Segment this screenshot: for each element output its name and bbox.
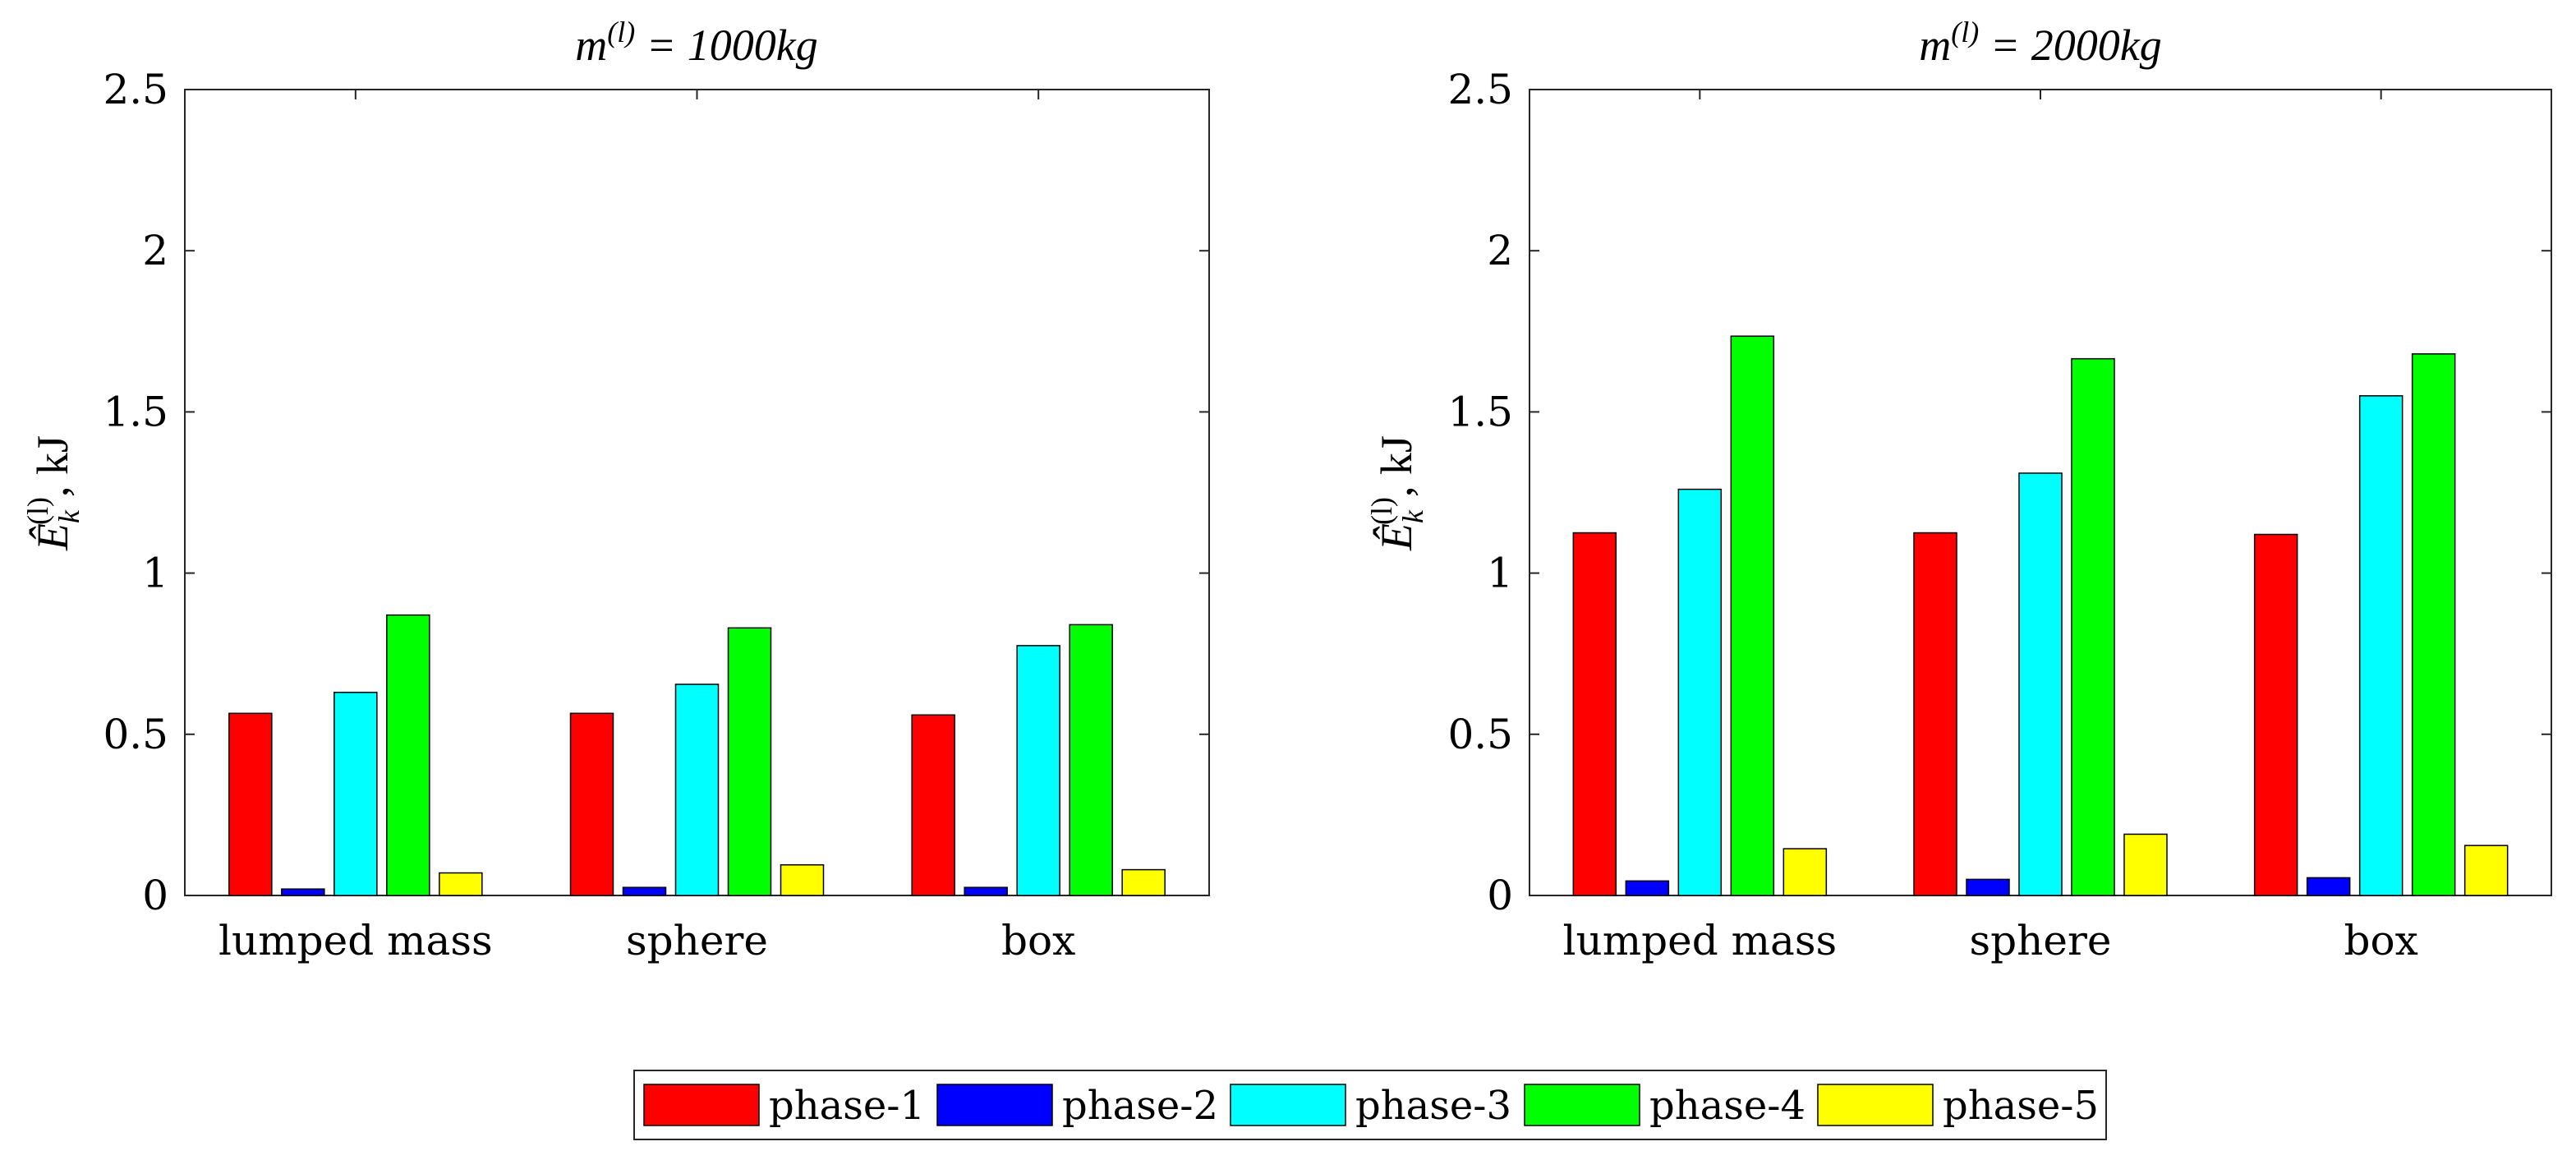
bar-phase-4-lumped-mass [386,614,430,896]
bar-phase-1-sphere [569,712,614,896]
bar-phase-5-box [1121,868,1166,896]
x-tick-label: box [2344,917,2418,964]
bar-phase-1-lumped-mass [1572,532,1617,896]
y-tick-label: 2 [142,227,168,274]
y-tick-label: 1.5 [1447,388,1513,435]
bar-phase-2-box [964,886,1008,896]
y-tick-label: 0 [1487,872,1513,919]
legend: phase-1 phase-2 phase-3 phase-4 phase-5 [633,1070,2107,1140]
chart-title: m(l) = 2000kg [1919,16,2161,70]
y-tick-label: 2.5 [103,66,168,113]
bar-phase-3-box [2358,395,2404,896]
bar-phase-5-box [2463,845,2509,896]
y-tick-label: 1 [142,550,168,597]
bar-phase-2-box [2306,877,2351,896]
y-axis-label: Êk(l), kJ [21,435,85,551]
x-tick-label: lumped mass [1563,917,1838,964]
x-tick-label: sphere [626,917,768,964]
chart-title: m(l) = 1000kg [575,16,817,70]
x-ticks: lumped mass sphere box [218,90,1075,964]
legend-label-phase-3: phase-3 [1355,1083,1511,1129]
x-ticks: lumped mass sphere box [1563,90,2418,964]
x-tick-label: box [1001,917,1075,964]
y-ticks: 0 0.5 1 1.5 2 2.5 [103,66,1209,919]
bar-phase-5-lumped-mass [1782,848,1828,896]
bar-phase-1-sphere [1913,532,1957,896]
bar-phase-4-sphere [2071,357,2115,896]
y-tick-label: 0 [142,872,168,919]
bar-phase-2-sphere [622,886,667,896]
bar-phase-2-lumped-mass [1625,880,1670,896]
y-tick-label: 0.5 [103,711,168,758]
bar-phase-3-lumped-mass [1677,488,1723,896]
bar-phase-3-sphere [2018,472,2063,896]
bar-phase-3-lumped-mass [334,692,378,896]
legend-swatch-phase-1 [643,1084,760,1126]
bar-phase-1-box [911,714,955,896]
chart-left: m(l) = 1000kg Êk(l), kJ 0 0.5 1 1.5 2 2.5 lum… [21,16,1210,964]
bar-phase-3-box [1016,645,1060,896]
legend-swatch-phase-4 [1524,1084,1640,1126]
bar-phase-2-lumped-mass [281,888,325,896]
bar-phase-1-box [2253,533,2298,896]
bar-phase-5-lumped-mass [439,872,483,896]
bars [1572,335,2509,896]
bar-phase-4-lumped-mass [1730,335,1775,896]
legend-label-phase-4: phase-4 [1649,1083,1806,1129]
y-tick-label: 2.5 [1447,66,1513,113]
y-tick-label: 1.5 [103,388,168,435]
bar-phase-4-box [1069,624,1113,896]
y-tick-label: 1 [1487,550,1513,597]
bar-phase-1-lumped-mass [228,712,273,896]
y-ticks: 0 0.5 1 1.5 2 2.5 [1447,66,2551,919]
bar-phase-2-sphere [1966,878,2010,896]
legend-label-phase-1: phase-1 [769,1083,925,1129]
legend-swatch-phase-5 [1817,1084,1934,1126]
x-tick-label: lumped mass [218,917,493,964]
y-tick-label: 0.5 [1447,711,1513,758]
chart-right: m(l) = 2000kg Êk(l), kJ 0 0.5 1 1.5 2 2.5 lum… [1365,16,2552,964]
y-axis-label: Êk(l), kJ [1365,435,1429,551]
legend-label-phase-5: phase-5 [1943,1083,2099,1129]
x-tick-label: sphere [1970,917,2112,964]
y-tick-label: 2 [1487,227,1513,274]
bar-phase-4-sphere [727,627,772,896]
legend-label-phase-2: phase-2 [1062,1083,1218,1129]
bar-phase-3-sphere [674,684,720,896]
legend-swatch-phase-2 [936,1084,1053,1126]
legend-swatch-phase-3 [1230,1084,1346,1126]
bar-phase-5-sphere [780,863,825,896]
bar-phase-4-box [2411,353,2456,896]
bars [228,614,1166,896]
bar-phase-5-sphere [2123,833,2168,896]
